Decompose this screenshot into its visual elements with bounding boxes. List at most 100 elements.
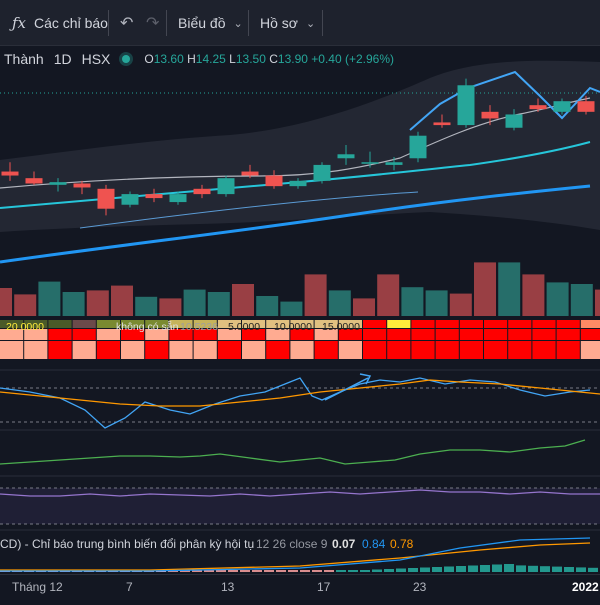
volume-series [0, 262, 600, 316]
candle-body [458, 85, 475, 125]
heatmap-cell [387, 341, 410, 359]
macd-hist-bar [564, 567, 574, 572]
heatmap-cell [97, 341, 120, 359]
candle-body [98, 189, 115, 209]
change-value: +0.40 (+2.96%) [311, 52, 394, 66]
redo-icon[interactable]: ↷ [146, 0, 159, 46]
indicator-table-values: 20.0000 không có sẵn 10.5236 5.0000 10.0… [0, 320, 600, 334]
candle-body [362, 162, 379, 164]
heatmap-cell [460, 341, 483, 359]
time-tick: 13 [221, 580, 234, 594]
candle-body [146, 194, 163, 198]
open-label: O [144, 52, 153, 66]
time-tick: Tháng 12 [12, 580, 63, 594]
candle-body [218, 178, 235, 194]
macd-hist-bar [540, 566, 550, 572]
volume-bar [474, 262, 496, 316]
oscillator-blue-line [0, 378, 590, 428]
heatmap-cell [436, 341, 459, 359]
candle-body [314, 165, 331, 181]
toolbar-divider [166, 10, 167, 36]
macd-hist-bar [456, 566, 466, 572]
arrow-icon [325, 374, 370, 400]
heatmap-cell [339, 341, 362, 359]
undo-icon[interactable]: ↶ [120, 0, 133, 46]
volume-bar [450, 294, 472, 316]
volume-bar [0, 288, 12, 316]
volume-bar [38, 282, 60, 316]
volume-bar [498, 262, 520, 316]
macd-hist-bar [288, 570, 298, 572]
volume-bar [111, 286, 133, 316]
profile-menu-label: Hồ sơ [260, 15, 298, 31]
macd-hist-bar [348, 570, 358, 572]
macd-hist-bar [420, 568, 430, 573]
macd-hist-bar [252, 570, 262, 572]
market-status-icon [122, 55, 130, 63]
macd-hist-bar [588, 568, 598, 572]
candle-body [410, 136, 427, 159]
macd-hist-bar [576, 567, 586, 572]
symbol-name: Thành [4, 51, 44, 67]
heatmap-cell [266, 341, 289, 359]
heatmap-cell [48, 341, 71, 359]
macd-hist-bar [324, 570, 334, 572]
volume-bar [595, 290, 600, 316]
candle-body [2, 172, 19, 176]
macd-hist-bar [396, 569, 406, 573]
macd-hist-bar [492, 565, 502, 573]
macd-value-hist: 0.07 [332, 536, 355, 552]
close-label: C [269, 52, 278, 66]
macd-hist-bar [552, 567, 562, 572]
close-value: 13.90 [278, 52, 308, 66]
candle-body [482, 112, 499, 119]
macd-hist-bar [336, 570, 346, 572]
macd-hist-bar [468, 566, 478, 573]
candle-body [290, 181, 307, 186]
time-axis[interactable]: Tháng 12 7 13 17 23 2022 [0, 574, 600, 600]
volume-bar [329, 290, 351, 316]
indicators-button[interactable]: ƒx Các chỉ báo [12, 0, 108, 46]
chart-menu-button[interactable]: Biểu đồ ⌄ [178, 0, 243, 46]
macd-hist-bar [264, 570, 274, 572]
bollinger-band [0, 61, 600, 232]
profile-menu-button[interactable]: Hồ sơ ⌄ [260, 0, 315, 46]
exchange: HSX [82, 51, 111, 67]
candle-body [194, 189, 211, 194]
macd-legend[interactable]: CD) - Chỉ báo trung bình biến đổi phân k… [0, 536, 600, 552]
heatmap-cell [218, 341, 241, 359]
top-toolbar: ƒx Các chỉ báo ↶ ↷ Biểu đồ ⌄ Hồ sơ ⌄ [0, 0, 600, 46]
heatmap-cell [194, 341, 217, 359]
macd-hist-bar [276, 570, 286, 572]
macd-hist-bar [516, 565, 526, 572]
chevron-down-icon: ⌄ [306, 17, 315, 30]
heatmap-cell [145, 341, 168, 359]
table-value: không có sẵn [116, 320, 178, 334]
macd-hist-bar [384, 569, 394, 572]
interval: 1D [54, 51, 72, 67]
macd-value-signal: 0.78 [390, 536, 413, 552]
volume-bar [401, 287, 423, 316]
time-tick: 2022 [572, 580, 599, 594]
heatmap-cell [581, 341, 600, 359]
open-value: 13.60 [154, 52, 184, 66]
heatmap-cell [73, 341, 96, 359]
candle-body [530, 105, 547, 109]
heatmap-cell [290, 341, 313, 359]
volume-bar [63, 292, 85, 316]
heatmap-cell [557, 341, 580, 359]
high-value: 14.25 [196, 52, 226, 66]
macd-hist-bar [300, 570, 310, 572]
heatmap-cell [508, 341, 531, 359]
symbol-legend[interactable]: Thành 1D HSX O13.60 H14.25 L13.50 C13.90… [4, 48, 394, 70]
macd-hist-bar [480, 565, 490, 572]
indicators-label: Các chỉ báo [34, 15, 108, 31]
macd-value-macd: 0.84 [362, 536, 385, 552]
heatmap-cell [315, 341, 338, 359]
volume-bar [256, 296, 278, 316]
volume-bar [353, 298, 375, 316]
table-value: 15.0000 [322, 320, 360, 334]
volume-bar [14, 294, 36, 316]
candle-body [242, 172, 259, 176]
low-value: 13.50 [236, 52, 266, 66]
